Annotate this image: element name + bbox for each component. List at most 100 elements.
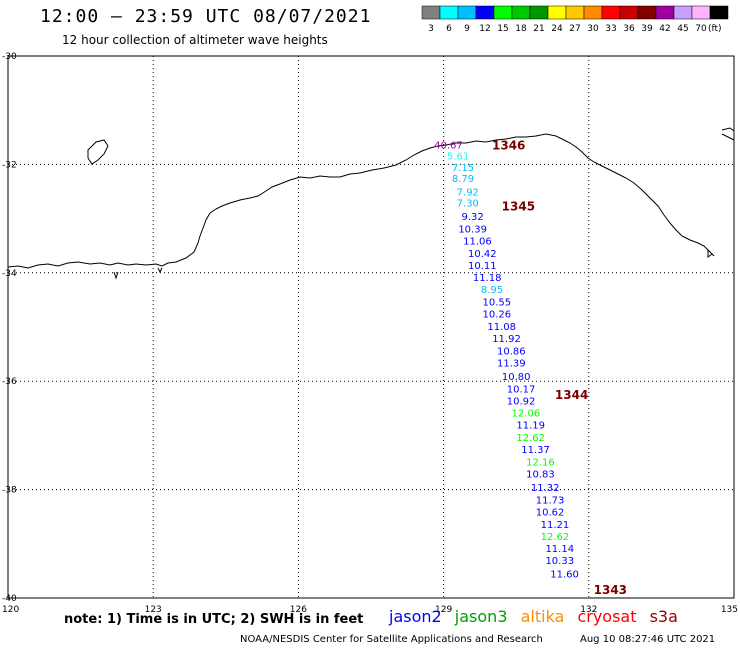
lat-tick-label: -40 — [2, 594, 17, 604]
wave-height-value: 11.92 — [492, 334, 521, 345]
legend-swatch — [565, 5, 585, 20]
lat-tick-label: -32 — [2, 160, 17, 170]
footer-timestamp: Aug 10 08:27:46 UTC 2021 — [580, 634, 716, 645]
legend-swatch — [601, 5, 621, 20]
wave-height-value: 10.83 — [526, 469, 555, 480]
wave-height-value: 10.26 — [483, 310, 512, 321]
lat-tick-label: -30 — [2, 52, 17, 62]
legend-label: 24 — [551, 24, 563, 34]
lon-tick-label: 129 — [435, 605, 452, 615]
coastline — [7, 133, 715, 269]
legend-swatch — [475, 5, 495, 20]
wave-height-value: 11.19 — [516, 421, 545, 432]
wave-height-value: 11.32 — [531, 483, 560, 494]
wave-height-value: 7.15 — [452, 163, 474, 174]
color-legend: 3 6 9 12 15 18 21 24 27 30 33 36 39 42 45 70 (ft) — [421, 5, 729, 34]
wave-height-value: 11.06 — [463, 236, 492, 247]
wave-height-value: 10.55 — [483, 298, 512, 309]
wave-height-value: 11.08 — [487, 322, 516, 333]
legend-swatch — [529, 5, 549, 20]
graticule-grid — [8, 56, 734, 598]
wave-height-value: 12.62 — [541, 532, 570, 543]
lat-tick-label: -36 — [2, 377, 17, 387]
legend-label: 21 — [533, 24, 544, 34]
lon-tick-label: 120 — [2, 605, 19, 615]
legend-label: 30 — [587, 24, 599, 34]
legend-label: 42 — [659, 24, 670, 34]
wave-height-value: 8.79 — [452, 174, 474, 185]
wave-height-value: 12.62 — [516, 433, 545, 444]
legend-label: 18 — [515, 24, 527, 34]
legend-swatch — [709, 5, 729, 20]
legend-swatch — [547, 5, 567, 20]
wave-height-value: 10.39 — [458, 224, 487, 235]
mission-s3a: s3a — [649, 607, 678, 626]
page-title: 12:00 – 23:59 UTC 08/07/2021 — [40, 6, 372, 27]
map-frame — [7, 55, 735, 599]
wave-height-value: 7.30 — [457, 198, 479, 209]
wave-height-value: 10.11 — [468, 261, 497, 272]
wave-height-value: 5.61 — [447, 151, 469, 162]
legend-label: 33 — [605, 24, 616, 34]
orbit-number-label: 1346 — [492, 138, 525, 152]
orbit-number-label: 1345 — [502, 200, 535, 214]
legend-label: 45 — [677, 24, 688, 34]
legend-label: 36 — [623, 24, 635, 34]
tasmania-edge — [707, 127, 735, 258]
legend-label: 6 — [446, 24, 452, 34]
orbit-labels: 1346 1345 1344 1343 — [492, 138, 627, 596]
legend-label: 9 — [464, 24, 470, 34]
legend-swatch — [421, 5, 441, 20]
legend-swatch — [637, 5, 657, 20]
legend-swatch — [619, 5, 639, 20]
mission-cryosat: cryosat — [577, 607, 637, 626]
legend-label: 3 — [428, 24, 434, 34]
wave-height-value: 11.18 — [473, 273, 502, 284]
footer-credit: NOAA/NESDIS Center for Satellite Applica… — [240, 634, 543, 645]
mission-altika: altika — [520, 607, 565, 626]
wave-height-value: 11.73 — [536, 495, 565, 506]
legend-swatch — [583, 5, 603, 20]
legend-label: 12 — [479, 24, 490, 34]
wave-height-value: 40.67 — [434, 140, 463, 151]
legend-swatch — [439, 5, 459, 20]
lon-tick-label: 126 — [290, 605, 307, 615]
lon-tick-label: 123 — [145, 605, 162, 615]
wave-height-value: 8.95 — [481, 285, 503, 296]
wave-height-value: 10.80 — [502, 372, 531, 383]
kangaroo-island — [87, 139, 109, 165]
legend-label: 27 — [569, 24, 580, 34]
legend-unit: (ft) — [708, 24, 722, 34]
page-subtitle: 12 hour collection of altimeter wave hei… — [62, 33, 328, 47]
mission-legend: jason2 jason3 altika cryosat s3a — [389, 607, 686, 626]
wave-height-value: 12.16 — [526, 458, 555, 469]
mission-jason3: jason3 — [454, 607, 508, 626]
orbit-number-label: 1344 — [555, 388, 588, 402]
wave-height-value: 10.62 — [536, 507, 565, 518]
wave-height-value: 10.92 — [507, 396, 536, 407]
legend-swatch — [691, 5, 711, 20]
wave-height-value: 11.60 — [550, 570, 579, 581]
wave-height-value: 11.39 — [497, 358, 526, 369]
legend-label: 70 — [695, 24, 707, 34]
units-note: note: 1) Time is in UTC; 2) SWH is in fe… — [64, 612, 364, 627]
wave-height-value: 11.37 — [521, 445, 550, 456]
legend-swatch — [493, 5, 513, 20]
legend-label: 15 — [497, 24, 508, 34]
wave-height-value: 9.32 — [462, 212, 484, 223]
legend-swatch — [511, 5, 531, 20]
lat-tick-label: -38 — [2, 486, 17, 496]
legend-swatch — [673, 5, 693, 20]
mission-jason2: jason2 — [389, 607, 442, 626]
orbit-number-label: 1343 — [594, 583, 627, 597]
wave-height-value: 7.92 — [457, 188, 479, 199]
wave-height-value: 10.42 — [468, 249, 497, 260]
wave-height-value: 12.06 — [512, 409, 541, 420]
wave-height-value: 10.17 — [507, 384, 536, 395]
legend-label: 39 — [641, 24, 653, 34]
lat-tick-label: -34 — [2, 269, 17, 279]
lon-tick-label: 135 — [721, 605, 738, 615]
wave-height-value: 11.14 — [545, 544, 574, 555]
